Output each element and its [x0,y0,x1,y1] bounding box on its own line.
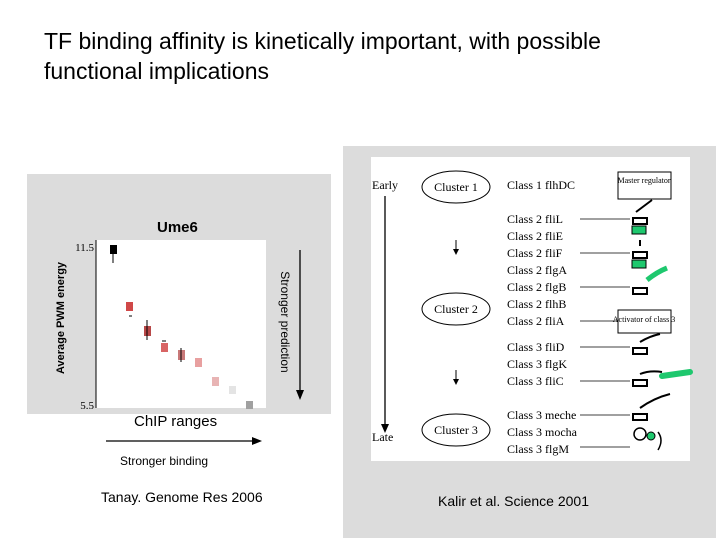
y-axis-label: Average PWM energy [55,261,67,375]
slide-title: TF binding affinity is kinetically impor… [44,28,601,84]
right-figure-content [371,157,690,461]
left-citation: Tanay. Genome Res 2006 [101,489,263,505]
right-citation: Kalir et al. Science 2001 [438,493,589,509]
chip-ranges-label: ChIP ranges [134,413,218,430]
prediction-label: Stronger prediction [278,271,292,373]
stronger-binding-label: Stronger binding [120,454,209,468]
binding-arrowhead [252,437,262,445]
left-panel-title: Ume6 [157,219,198,236]
